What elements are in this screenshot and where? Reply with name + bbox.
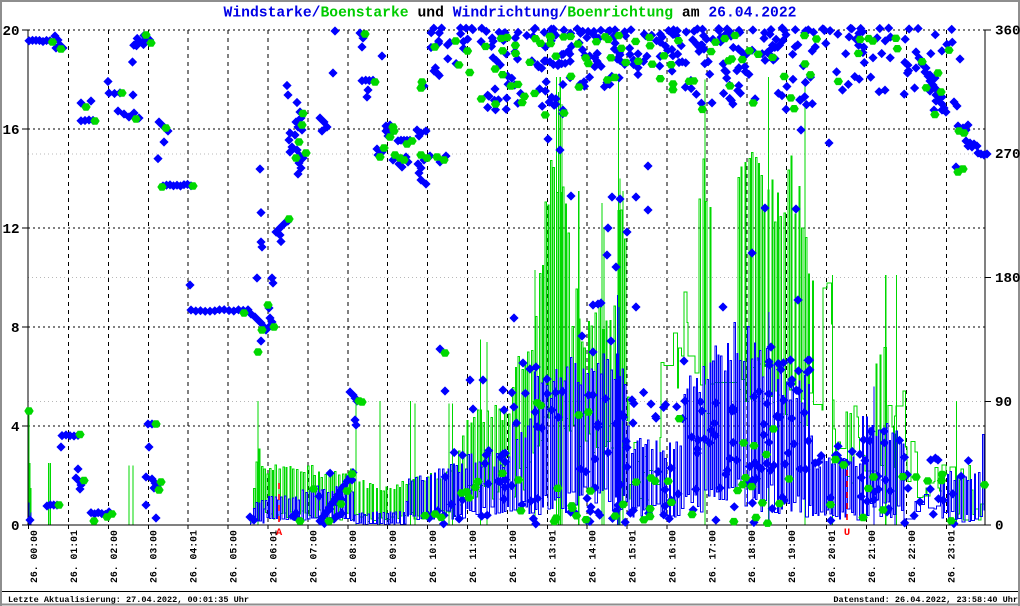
svg-text:26. 19:00: 26. 19:00	[787, 530, 798, 583]
svg-text:360: 360	[995, 24, 1020, 40]
svg-text:90: 90	[995, 395, 1012, 411]
svg-text:26. 05:00: 26. 05:00	[229, 530, 240, 583]
svg-text:26. 08:00: 26. 08:00	[348, 530, 359, 583]
svg-text:180: 180	[995, 271, 1020, 287]
svg-text:26. 20:01: 26. 20:01	[827, 530, 838, 583]
svg-text:12: 12	[2, 222, 19, 238]
svg-text:26. 22:00: 26. 22:00	[907, 530, 918, 583]
svg-text:26. 01:01: 26. 01:01	[69, 530, 80, 583]
svg-text:Datenstand: 26.04.2022, 23:58:: Datenstand: 26.04.2022, 23:58:40 Uhr	[833, 595, 1018, 605]
svg-text:26. 09:00: 26. 09:00	[388, 530, 399, 583]
svg-text:26. 15:01: 26. 15:01	[628, 530, 639, 583]
svg-text:26. 00:00: 26. 00:00	[29, 530, 40, 583]
svg-text:16: 16	[2, 123, 19, 139]
svg-text:0: 0	[995, 519, 1004, 535]
svg-text:0: 0	[11, 519, 20, 535]
svg-text:26. 16:00: 26. 16:00	[667, 530, 678, 583]
svg-text:26. 03:00: 26. 03:00	[149, 530, 160, 583]
svg-text:Windstarke/Boenstarke und Wind: Windstarke/Boenstarke und Windrichtung/B…	[224, 6, 797, 22]
svg-text:270: 270	[995, 147, 1020, 163]
svg-text:Letzte Aktualisierung: 27.04.2: Letzte Aktualisierung: 27.04.2022, 00:01…	[8, 595, 249, 605]
svg-text:8: 8	[11, 321, 20, 337]
svg-text:4: 4	[11, 420, 20, 436]
svg-text:26. 18:00: 26. 18:00	[747, 530, 758, 583]
svg-text:26. 06:01: 26. 06:01	[268, 530, 279, 583]
svg-text:26. 12:00: 26. 12:00	[508, 530, 519, 583]
svg-text:26. 14:00: 26. 14:00	[588, 530, 599, 583]
svg-text:26. 13:01: 26. 13:01	[548, 530, 559, 583]
svg-text:26. 21:00: 26. 21:00	[867, 530, 878, 583]
svg-text:26. 04:01: 26. 04:01	[189, 530, 200, 583]
svg-text:26. 23:01: 26. 23:01	[947, 530, 958, 583]
svg-text:26. 10:00: 26. 10:00	[428, 530, 439, 583]
svg-text:U: U	[844, 527, 850, 539]
svg-text:26. 02:00: 26. 02:00	[109, 530, 120, 583]
svg-text:20: 20	[2, 24, 19, 40]
svg-text:26. 17:00: 26. 17:00	[707, 530, 718, 583]
svg-text:A: A	[276, 527, 283, 539]
svg-text:26. 07:00: 26. 07:00	[308, 530, 319, 583]
svg-text:26. 11:00: 26. 11:00	[468, 530, 479, 583]
